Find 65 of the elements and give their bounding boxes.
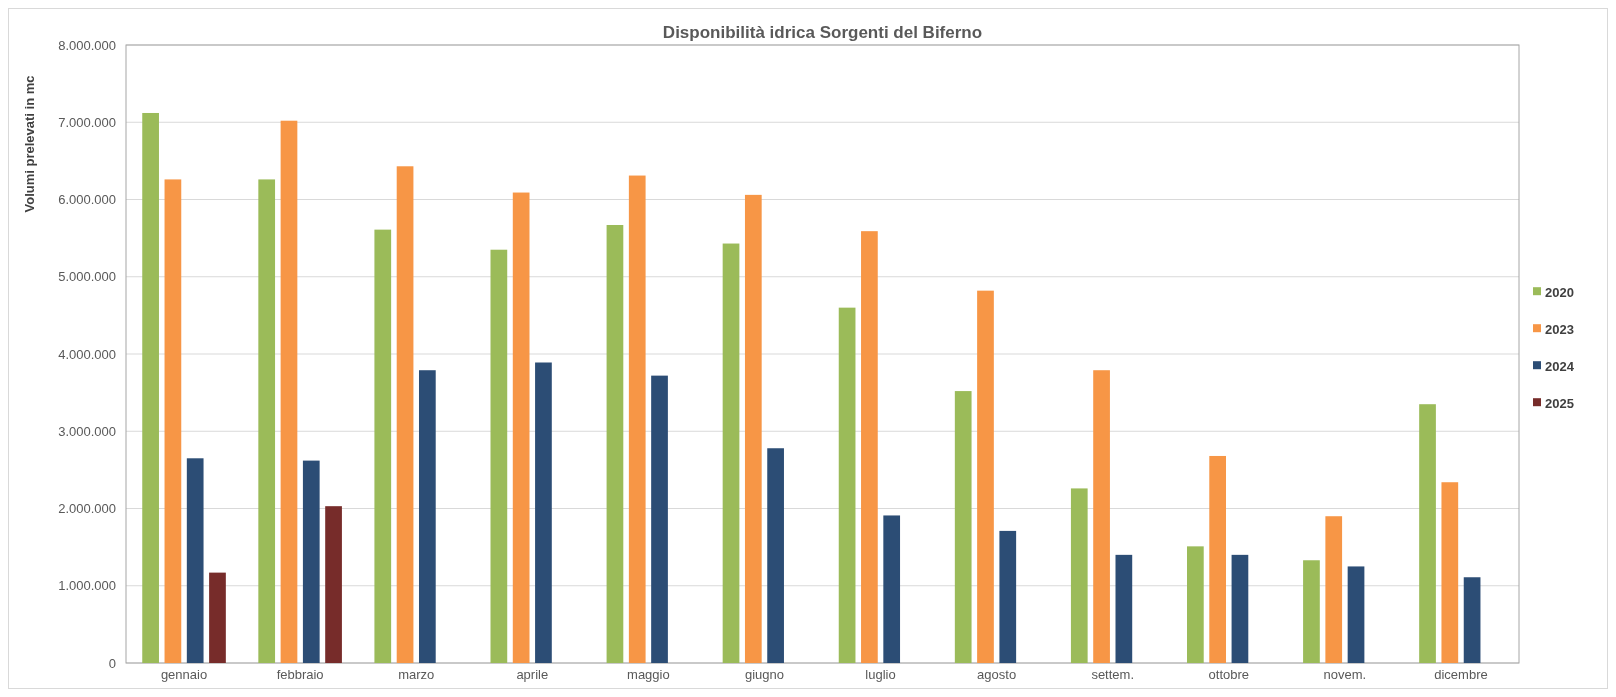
bar bbox=[418, 370, 436, 663]
bar bbox=[1419, 404, 1436, 663]
legend-label: 2024 bbox=[1545, 358, 1575, 374]
bar bbox=[164, 179, 182, 663]
y-tick-label: 3.000.000 bbox=[58, 423, 116, 439]
x-tick-label: giugno bbox=[744, 667, 784, 682]
y-tick-label: 6.000.000 bbox=[58, 192, 116, 208]
x-tick-label: gennaio bbox=[160, 667, 208, 682]
x-tick-label: febbraio bbox=[276, 667, 324, 682]
y-tick-label: 2.000.000 bbox=[58, 501, 116, 517]
x-tick-label: agosto bbox=[977, 667, 1017, 682]
bar bbox=[1115, 554, 1133, 663]
chart-title: Disponibilità idrica Sorgenti del Biferno bbox=[662, 23, 983, 42]
x-tick-label: settem. bbox=[1091, 667, 1135, 682]
bar bbox=[1070, 488, 1088, 663]
y-tick-label: 4.000.000 bbox=[58, 346, 116, 362]
y-tick-label: 5.000.000 bbox=[58, 269, 116, 285]
x-tick-label: aprile bbox=[516, 667, 549, 682]
bar bbox=[1441, 482, 1459, 663]
bar bbox=[1325, 516, 1343, 663]
bar bbox=[999, 530, 1017, 663]
bar bbox=[883, 515, 901, 663]
bar bbox=[512, 192, 530, 663]
bar bbox=[1209, 455, 1227, 663]
legend-label: 2020 bbox=[1545, 284, 1574, 300]
y-tick-label: 1.000.000 bbox=[58, 578, 116, 594]
bar bbox=[606, 224, 624, 663]
bar bbox=[1347, 566, 1365, 663]
bar bbox=[651, 375, 668, 663]
bar bbox=[490, 249, 508, 663]
bar bbox=[325, 506, 342, 663]
x-tick-label: novem. bbox=[1323, 667, 1367, 682]
bar bbox=[142, 112, 159, 663]
bar bbox=[1093, 370, 1110, 663]
legend-label: 2023 bbox=[1545, 321, 1574, 337]
legend-label: 2025 bbox=[1545, 395, 1574, 411]
bar bbox=[209, 572, 226, 663]
x-tick-label: maggio bbox=[627, 667, 670, 682]
bar bbox=[838, 307, 856, 663]
y-tick-label: 8.000.000 bbox=[58, 37, 116, 53]
bar bbox=[722, 243, 740, 663]
bar bbox=[628, 175, 646, 663]
x-tick-label: dicembre bbox=[1434, 667, 1488, 682]
bar bbox=[186, 458, 204, 663]
bar bbox=[396, 166, 414, 663]
bar bbox=[1231, 554, 1249, 663]
bar bbox=[1187, 546, 1204, 663]
x-tick-label: marzo bbox=[398, 667, 435, 682]
x-tick-label: luglio bbox=[865, 667, 896, 682]
bar bbox=[1303, 560, 1320, 663]
bar bbox=[302, 460, 320, 663]
bar bbox=[977, 290, 994, 663]
bar bbox=[258, 179, 276, 663]
bar bbox=[767, 448, 784, 663]
x-tick-label: ottobre bbox=[1208, 667, 1250, 682]
y-tick-label: 0 bbox=[108, 655, 116, 671]
bar bbox=[535, 362, 552, 663]
y-tick-label: 7.000.000 bbox=[58, 114, 116, 130]
bar bbox=[861, 231, 878, 663]
y-axis-title: Volumi prelevati in mc bbox=[22, 75, 37, 213]
bar bbox=[374, 229, 392, 663]
bar bbox=[1463, 577, 1481, 663]
bar bbox=[280, 120, 298, 663]
bar bbox=[744, 194, 762, 663]
bar bbox=[954, 391, 972, 663]
